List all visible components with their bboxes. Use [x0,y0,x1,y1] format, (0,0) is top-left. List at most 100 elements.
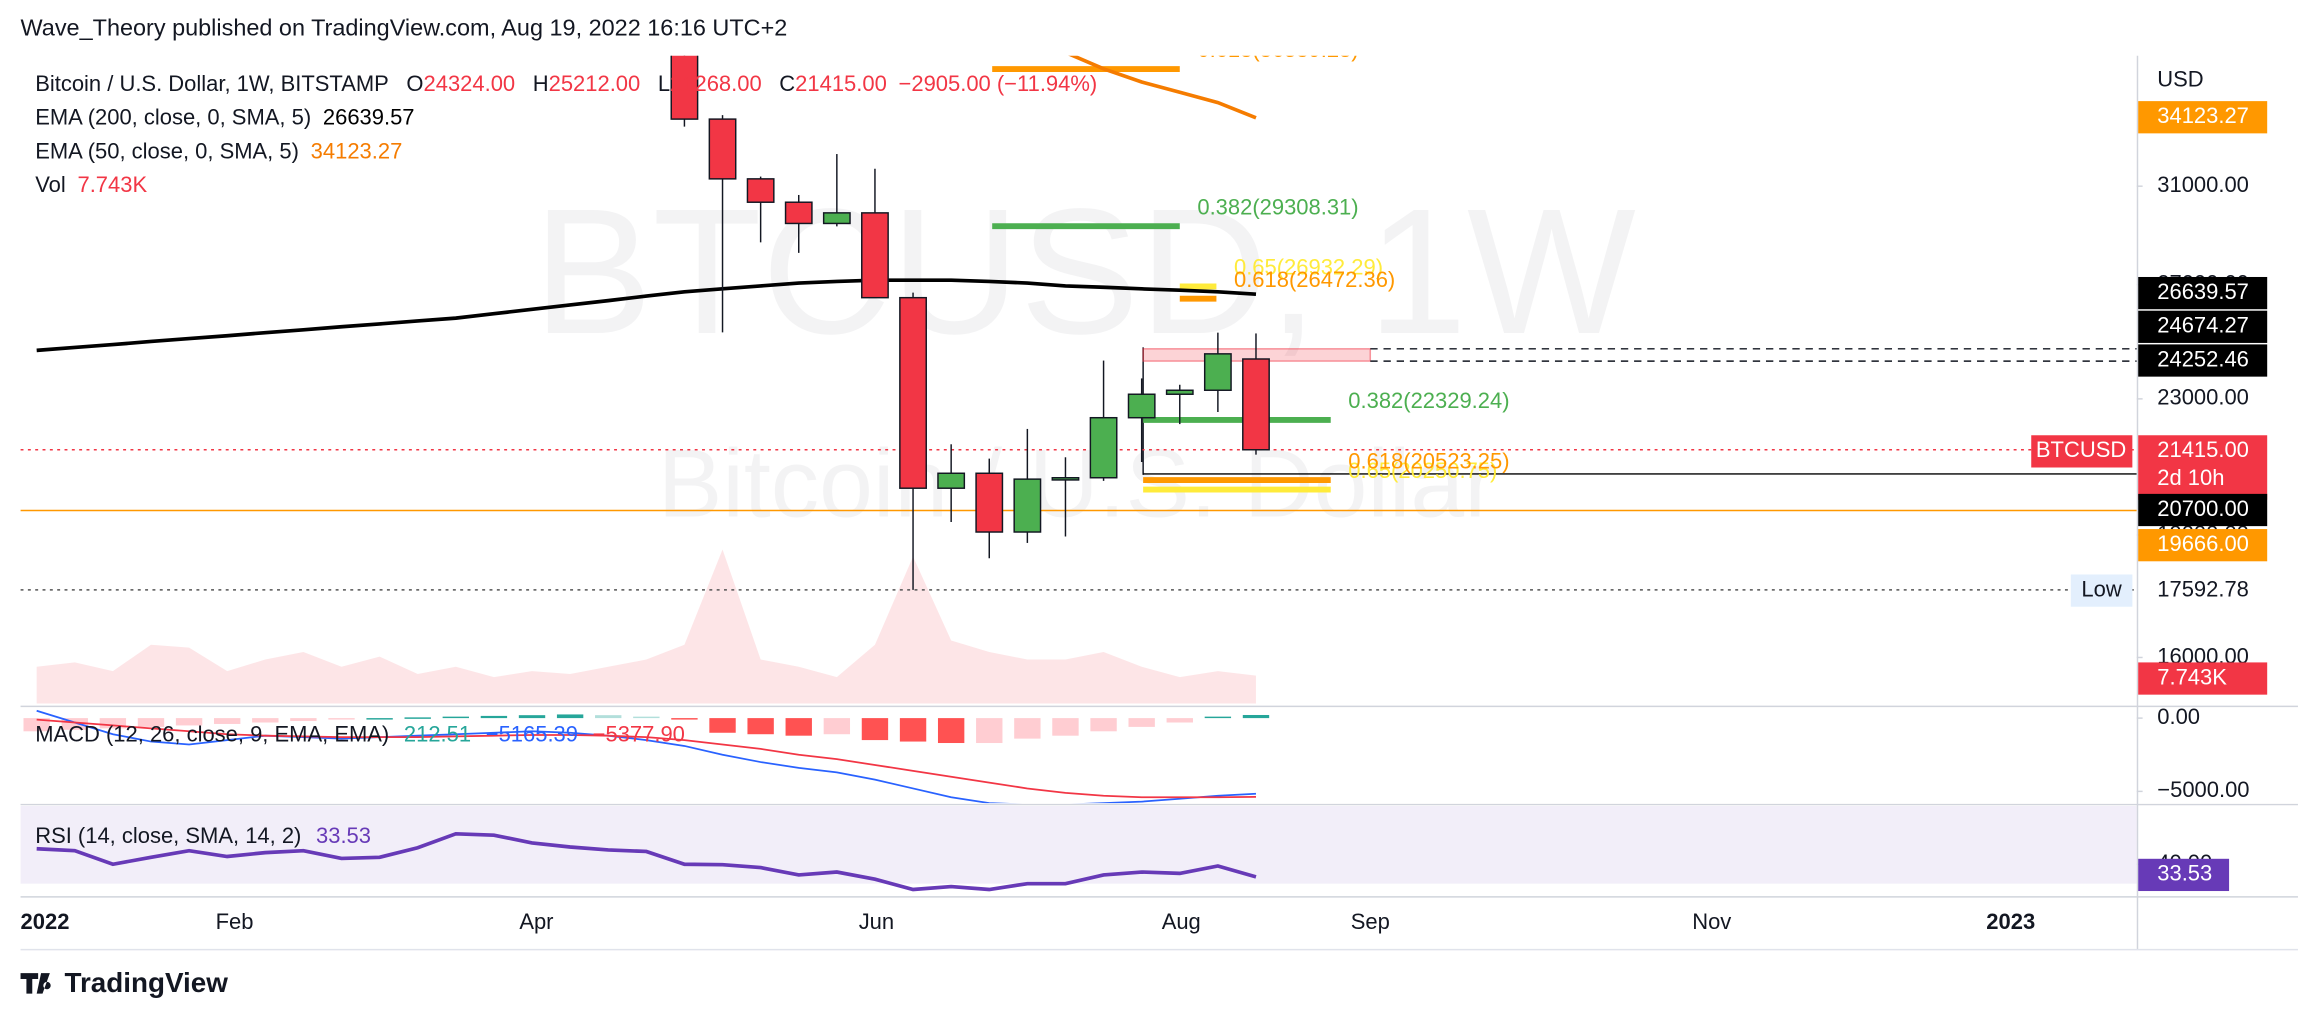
price-badge [2138,101,2268,134]
macd-histogram-bar [556,714,584,719]
rsi-line [36,831,1257,892]
macd-histogram-bar [137,718,165,727]
fib-label: 0.65(26932.29) [1234,255,1383,280]
ohlc-value: 24324.00 [424,71,516,96]
indicator-name: EMA (50, close, 0, SMA, 5) [35,138,299,163]
low-tag [2070,574,2133,607]
macd-histogram-bar [1166,718,1193,723]
y-tick-label: 23000.00 [2157,385,2249,410]
indicator-name: MACD (12, 26, close, 9, EMA, EMA) [35,722,389,747]
legend: Bitcoin / U.S. Dollar, 1W, BITSTAMP O2432… [35,71,1097,96]
ohlc-value: 25212.00 [549,71,641,96]
price-badge [2138,493,2268,527]
volume-area [36,549,1256,704]
macd-histogram-bar [899,718,927,742]
x-tick-label: Sep [1351,909,1390,934]
y-tick-label: 0.00 [2157,704,2200,729]
macd-histogram-bar [1128,718,1155,727]
macd-histogram-bar [671,718,698,720]
legend: EMA (200, close, 0, SMA, 5) 26639.57 [35,105,414,130]
candle-body [1242,358,1270,451]
indicator-value: −5377.90 [593,722,685,747]
legend: MACD (12, 26, close, 9, EMA, EMA) 212.51−… [35,722,685,747]
candle-body [1203,353,1232,391]
indicator-value: −5165.39 [486,722,578,747]
macd-histogram-bar [442,716,469,719]
publish-info: Wave_Theory published on TradingView.com… [21,14,788,40]
candle-body [1127,393,1156,419]
main-pane: BTCUSD, 1W Bitcoin / U.S. Dollar 0.618(3… [20,37,2137,704]
legend: RSI (14, close, SMA, 14, 2) 33.53 [35,823,371,848]
indicator-value: 34123.27 [311,138,403,163]
ohlc-key: C [779,71,795,96]
indicator-value: 26639.57 [323,105,415,130]
price-badge [2138,276,2268,310]
legend: EMA (50, close, 0, SMA, 5) 34123.27 [35,138,402,163]
rsi-badge [2138,858,2230,892]
price-badge-label: 20700.00 [2157,496,2249,521]
watermark: Bitcoin / U.S. Dollar [658,429,1497,537]
legend-title: Bitcoin / U.S. Dollar, 1W, BITSTAMP [35,71,389,96]
rsi-pane [20,806,2137,892]
macd-histogram-bar [99,718,127,729]
macd-histogram-bar [976,718,1003,744]
macd-histogram-bar [1090,718,1117,732]
price-badge-label: 24252.46 [2157,346,2249,371]
candle-body [708,118,737,180]
macd-histogram-bar [747,718,774,735]
ema-line [1068,55,1257,120]
ohlc-key: O [406,71,423,96]
macd-histogram-bar [823,718,851,735]
macd-histogram-bar [937,718,965,744]
candle-body [937,472,966,489]
macd-histogram-bar [366,718,393,720]
candle-body [1089,416,1118,479]
indicator-value: 33.53 [316,823,371,848]
candle-body [784,201,813,225]
rsi-badge-label: 33.53 [2157,861,2212,886]
candle-body [861,212,889,299]
candle-body [1051,477,1080,481]
macd-histogram-bar [252,718,279,723]
macd-line [36,709,1257,804]
x-tick-label: 2022 [21,909,70,934]
x-tick-label: Nov [1692,909,1731,934]
candle-body [1165,389,1194,395]
fib-label: 0.65(20250.75) [1348,458,1497,483]
macd-histogram-bar [290,718,317,722]
candle-body [746,178,775,203]
currency: USD [2157,66,2203,91]
fib-label: 0.618(26472.36) [1234,267,1395,292]
x-tick-label: Aug [1162,909,1201,934]
symbol-tag-label: BTCUSD [2036,437,2126,462]
volume-badge-label: 7.743K [2157,664,2227,689]
countdown: 2d 10h [2157,465,2224,490]
change: −2905.00 (−11.94%) [899,71,1098,96]
candle-body [670,55,699,120]
price-badge [2138,435,2268,500]
fib-label: 0.618(20523.25) [1348,448,1509,473]
price-badge [2138,310,2268,343]
fib-label: 0.382(22329.24) [1348,388,1509,413]
macd-histogram-bar [1204,716,1232,719]
macd-histogram-bar [175,718,203,726]
x-tick-label: Apr [519,909,553,934]
macd-pane [23,709,1270,804]
fib-label: 0.618(36539.28) [1197,37,1358,62]
indicator-value: 7.743K [77,172,147,197]
candle-body [1013,478,1042,533]
macd-histogram-bar [404,717,431,719]
price-badge-label: 24674.27 [2157,313,2249,338]
x-tick-label: Feb [216,909,254,934]
candle-body [899,296,927,489]
low-value: 17592.78 [2157,576,2249,601]
price-badge [2138,529,2268,562]
x-tick-label: Jun [859,909,894,934]
macd-histogram-bar [861,718,889,741]
macd-histogram-bar [328,718,355,720]
macd-histogram-bar [23,718,50,732]
ohlc-value: 21268.00 [670,71,762,96]
price-badge-label: 34123.27 [2157,103,2249,128]
